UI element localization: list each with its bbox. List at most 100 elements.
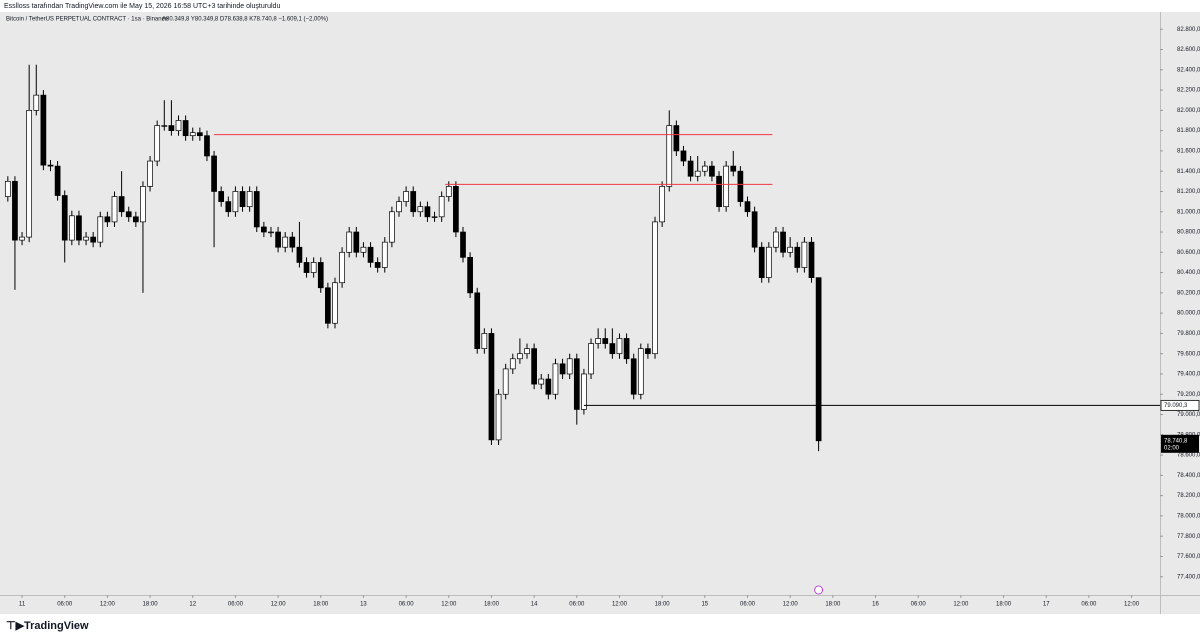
x-tick-label: 12:00 <box>783 602 799 608</box>
x-tick-label: 06:00 <box>911 602 927 608</box>
candle-body <box>517 353 523 360</box>
candle-body <box>189 132 196 137</box>
x-tick-label: 06:00 <box>569 602 585 608</box>
y-tick-label: 80.600,0 <box>1177 250 1200 256</box>
y-tick-label: 79.400,0 <box>1177 372 1200 378</box>
candle-body <box>794 246 801 268</box>
x-tick-label: 18:00 <box>996 602 1012 608</box>
candle-body <box>325 287 331 324</box>
candle-body <box>12 180 18 241</box>
ohlc-values: A80.349,8 Y80.349,8 D78.638,8 K78.740,8 … <box>162 17 328 23</box>
x-tick-label: 14 <box>531 602 538 608</box>
candle-body <box>730 165 737 172</box>
y-tick-label: 81.400,0 <box>1177 169 1200 175</box>
event-icon <box>814 585 824 595</box>
candle-body <box>552 363 559 395</box>
y-tick-label: 82.000,0 <box>1177 108 1200 114</box>
y-tick-label: 78.000,0 <box>1177 513 1200 519</box>
candle-body <box>90 236 97 243</box>
level-price-box <box>1160 399 1200 411</box>
y-tick-label: 81.200,0 <box>1177 189 1200 195</box>
y-tick-label: 82.600,0 <box>1177 47 1200 53</box>
level-price-label: 79.090,3 <box>1164 403 1188 409</box>
candle-body <box>801 241 808 268</box>
candle-body <box>630 358 637 395</box>
candle-body <box>218 191 225 202</box>
x-tick-label: 12:00 <box>271 602 287 608</box>
candle-body <box>694 170 701 177</box>
candle-body <box>147 160 153 187</box>
x-tick-label: 11 <box>19 602 26 608</box>
candle-body <box>424 206 431 218</box>
candle-body <box>182 120 189 137</box>
candle-body <box>83 236 89 241</box>
x-tick-label: 17 <box>1043 602 1050 608</box>
candle-body <box>104 216 111 223</box>
y-tick-label: 82.400,0 <box>1177 67 1200 73</box>
candle-body <box>154 125 161 162</box>
candle-body <box>111 196 118 223</box>
y-tick-label: 79.800,0 <box>1177 331 1200 337</box>
candle-body <box>765 246 772 278</box>
x-tick-label: 18:00 <box>825 602 841 608</box>
candle-body <box>68 215 75 241</box>
candle-body <box>296 246 303 263</box>
candle-body <box>132 216 139 223</box>
y-tick-label: 78.600,0 <box>1177 453 1200 459</box>
candle-body <box>26 109 33 238</box>
candle-body <box>61 195 68 241</box>
y-tick-label: 80.000,0 <box>1177 311 1200 317</box>
symbol-title: Bitcoin / TetherUS PERPETUAL CONTRACT · … <box>6 17 169 23</box>
y-tick-label: 79.200,0 <box>1177 392 1200 398</box>
candle-body <box>737 170 744 202</box>
logo-text: TradingView <box>24 620 89 632</box>
candle-body <box>381 241 388 268</box>
candle-body <box>474 292 481 349</box>
candle-body <box>389 211 395 243</box>
candle-body <box>680 150 687 162</box>
x-tick-label: 06:00 <box>740 602 756 608</box>
candle-body <box>588 343 594 375</box>
candle-body <box>239 191 246 208</box>
y-tick-label: 81.800,0 <box>1177 128 1200 134</box>
x-tick-label: 18:00 <box>143 602 159 608</box>
candle-body <box>253 191 260 228</box>
candle-body <box>467 257 473 294</box>
candle-body <box>47 164 54 167</box>
x-tick-label: 06:00 <box>228 602 244 608</box>
x-tick-label: 18:00 <box>313 602 329 608</box>
candle-body <box>76 215 82 241</box>
candle-body <box>403 191 409 202</box>
y-tick-label: 78.200,0 <box>1177 493 1200 499</box>
y-tick-label: 82.200,0 <box>1177 88 1200 94</box>
candle-body <box>595 338 601 344</box>
attribution: Esslloss tarafından TradingView.com ile … <box>4 3 280 10</box>
x-tick-label: 06:00 <box>57 602 73 608</box>
x-tick-label: 06:00 <box>399 602 415 608</box>
candle-body <box>637 348 644 395</box>
candle-body <box>353 231 360 253</box>
candle-body <box>225 201 232 213</box>
candle-body <box>773 231 779 248</box>
candle-body <box>33 94 40 111</box>
x-tick-label: 12:00 <box>953 602 969 608</box>
candle-body <box>4 180 11 197</box>
candle-body <box>118 196 125 213</box>
x-tick-label: 06:00 <box>1081 602 1097 608</box>
candle-body <box>623 338 630 360</box>
candle-body <box>687 160 694 177</box>
y-tick-label: 81.600,0 <box>1177 148 1200 154</box>
countdown: 02:00 <box>1164 445 1180 451</box>
candle-body <box>360 246 367 253</box>
candle-body <box>602 338 609 344</box>
candle-body <box>808 241 815 278</box>
candle-body <box>701 165 708 172</box>
candle-body <box>317 262 324 289</box>
candle-body <box>566 358 573 375</box>
candle-body <box>410 191 417 213</box>
x-tick-label: 15 <box>701 602 708 608</box>
candle-body <box>232 191 239 213</box>
candle-body <box>168 125 175 131</box>
